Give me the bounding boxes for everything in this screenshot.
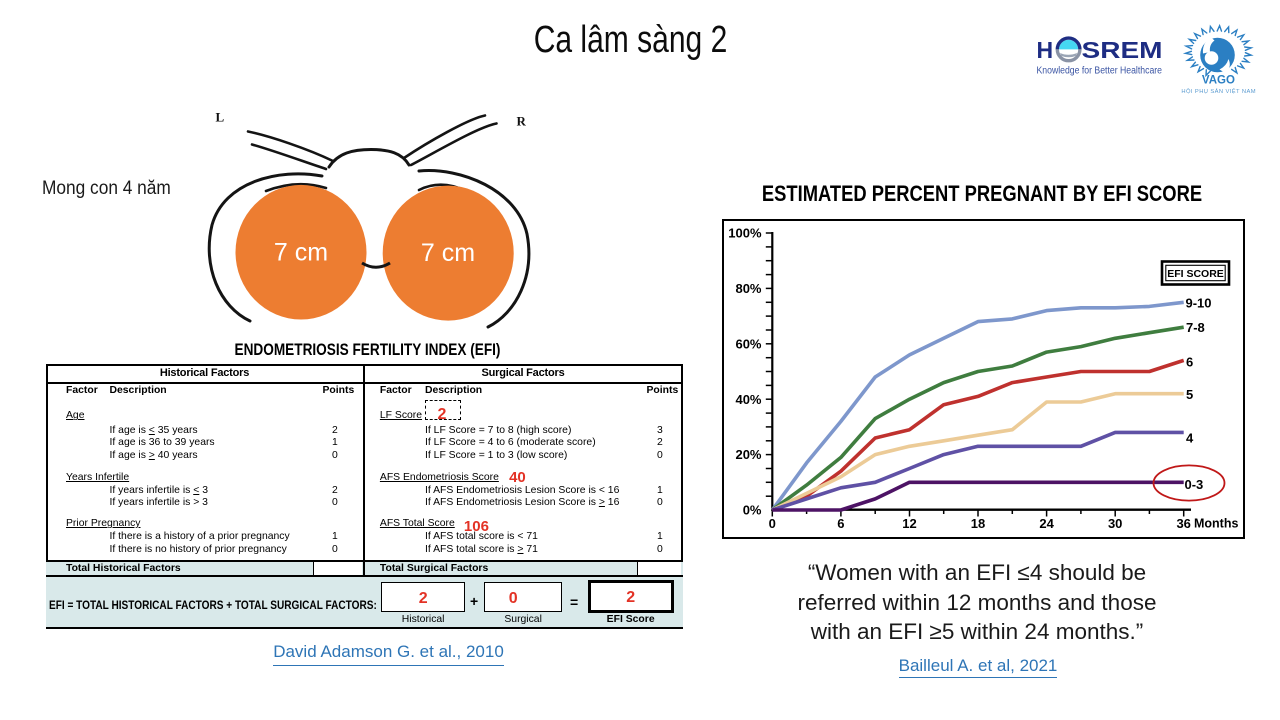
svg-text:VAGO: VAGO [1202, 75, 1235, 87]
svg-text:0%: 0% [743, 503, 762, 518]
svg-text:Knowledge for Better Healthcar: Knowledge for Better Healthcare [1037, 66, 1163, 77]
svg-text:EFI SCORE: EFI SCORE [1167, 268, 1224, 280]
svg-text:0-3: 0-3 [1185, 477, 1204, 492]
svg-text:80%: 80% [735, 281, 761, 296]
svg-text:L: L [216, 110, 225, 125]
svg-text:30: 30 [1108, 516, 1122, 531]
svg-text:4: 4 [1186, 430, 1194, 445]
svg-text:36: 36 [1176, 516, 1190, 531]
svg-text:100%: 100% [728, 226, 762, 241]
svg-text:SREM: SREM [1082, 37, 1163, 63]
svg-text:H: H [1037, 37, 1054, 63]
svg-text:12: 12 [902, 516, 916, 531]
svg-text:0: 0 [769, 516, 776, 531]
svg-text:Months: Months [1194, 517, 1238, 531]
svg-text:7 cm: 7 cm [274, 239, 328, 267]
svg-text:7 cm: 7 cm [421, 239, 475, 267]
svg-text:R: R [517, 114, 527, 129]
svg-text:60%: 60% [735, 337, 761, 352]
svg-text:HỘI PHỤ SẢN VIỆT NAM: HỘI PHỤ SẢN VIỆT NAM [1181, 87, 1256, 95]
svg-text:6: 6 [837, 516, 844, 531]
svg-text:40%: 40% [735, 392, 761, 407]
svg-text:18: 18 [971, 516, 985, 531]
svg-text:5: 5 [1186, 387, 1193, 402]
svg-text:7-8: 7-8 [1186, 320, 1205, 335]
svg-text:9-10: 9-10 [1186, 296, 1212, 311]
svg-text:6: 6 [1186, 355, 1193, 370]
svg-text:24: 24 [1039, 516, 1054, 531]
svg-text:20%: 20% [735, 447, 761, 462]
